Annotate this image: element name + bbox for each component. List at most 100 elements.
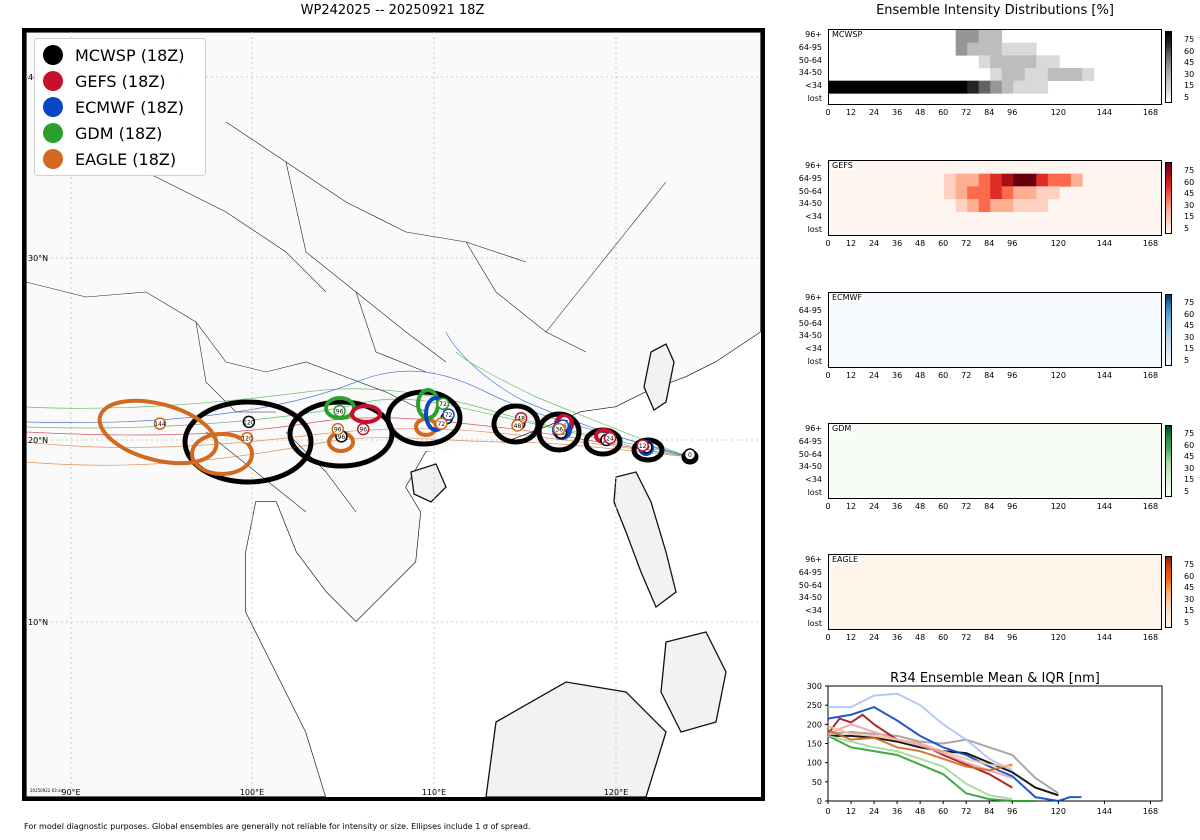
heatmap-cell bbox=[990, 186, 1002, 199]
legend-item-mcwsp: MCWSP (18Z) bbox=[43, 42, 185, 68]
heatmap-cell bbox=[1059, 68, 1071, 81]
colorbar-tick: 45 bbox=[1184, 58, 1194, 67]
r34-ytick-label: 250 bbox=[807, 701, 822, 710]
heatmap-xtick: 0 bbox=[816, 239, 840, 248]
heatmap-xtick: 144 bbox=[1092, 371, 1116, 380]
heatmap-ytick: 34-50 bbox=[782, 331, 822, 340]
r34-ytick-label: 150 bbox=[807, 740, 822, 749]
heatmap-ytick: 34-50 bbox=[782, 68, 822, 77]
colorbar-tick: 5 bbox=[1184, 356, 1189, 365]
heatmap-ytick: 96+ bbox=[782, 424, 822, 433]
legend-label: GDM (18Z) bbox=[75, 124, 162, 143]
heatmap-ytick: lost bbox=[782, 357, 822, 366]
heatmap-cell bbox=[967, 30, 979, 43]
r34-xtick-label: 48 bbox=[915, 807, 925, 816]
legend-swatch-mcwsp bbox=[43, 45, 63, 65]
heatmap-xtick: 84 bbox=[977, 108, 1001, 117]
heatmap-cell bbox=[1025, 68, 1037, 81]
heatmap-cell bbox=[990, 30, 1002, 43]
heatmap-eagle: EAGLE bbox=[828, 554, 1162, 630]
heatmap-ytick: 64-95 bbox=[782, 306, 822, 315]
heatmap-xtick: 144 bbox=[1092, 633, 1116, 642]
r34-xtick-label: 12 bbox=[846, 807, 856, 816]
heatmap-grid-ecmwf bbox=[829, 293, 1162, 368]
heatmap-cell bbox=[887, 81, 899, 94]
heatmap-xtick: 12 bbox=[839, 239, 863, 248]
track-label-eagle-96: 96 bbox=[334, 427, 342, 434]
heatmap-xtick: 120 bbox=[1046, 633, 1070, 642]
heatmap-ytick: 96+ bbox=[782, 293, 822, 302]
track-label-mcwsp-0: 0 bbox=[688, 452, 692, 459]
heatmap-cell bbox=[921, 81, 933, 94]
heatmap-cell bbox=[1002, 55, 1014, 68]
heatmap-label: MCWSP bbox=[831, 30, 863, 39]
heatmap-cell bbox=[990, 199, 1002, 212]
heatmap-xtick: 120 bbox=[1046, 239, 1070, 248]
heatmap-ytick: <34 bbox=[782, 81, 822, 90]
heatmap-cell bbox=[956, 199, 968, 212]
heatmap-xtick: 24 bbox=[862, 239, 886, 248]
r34-ytick-label: 200 bbox=[807, 720, 822, 729]
track-label-eagle-48: 48 bbox=[514, 423, 522, 430]
colorbar-tick: 60 bbox=[1184, 47, 1194, 56]
heatmap-cell bbox=[1036, 186, 1048, 199]
heatmap-xtick: 72 bbox=[954, 108, 978, 117]
r34-ytick-label: 100 bbox=[807, 759, 822, 768]
colorbar-tick: 60 bbox=[1184, 441, 1194, 450]
colorbar-tick: 45 bbox=[1184, 189, 1194, 198]
legend-swatch-eagle bbox=[43, 149, 63, 169]
heatmap-cell bbox=[956, 43, 968, 56]
colorbar-mcwsp bbox=[1165, 31, 1172, 103]
legend-label: ECMWF (18Z) bbox=[75, 98, 184, 117]
heatmap-xtick: 60 bbox=[931, 371, 955, 380]
heatmap-xtick: 36 bbox=[885, 108, 909, 117]
heatmap-cell bbox=[979, 30, 991, 43]
colorbar-tick: 15 bbox=[1184, 344, 1194, 353]
heatmap-cell bbox=[1013, 199, 1025, 212]
heatmap-xtick: 0 bbox=[816, 502, 840, 511]
heatmap-xtick: 96 bbox=[1000, 633, 1024, 642]
colorbar-tick: 75 bbox=[1184, 429, 1194, 438]
heatmap-xtick: 24 bbox=[862, 502, 886, 511]
heatmap-xtick: 48 bbox=[908, 108, 932, 117]
heatmap-ytick: 64-95 bbox=[782, 568, 822, 577]
colorbar-tick: 15 bbox=[1184, 606, 1194, 615]
heatmap-xtick: 96 bbox=[1000, 239, 1024, 248]
heatmap-xtick: 120 bbox=[1046, 371, 1070, 380]
colorbar-tick: 60 bbox=[1184, 572, 1194, 581]
colorbar-tick: 30 bbox=[1184, 464, 1194, 473]
heatmap-xtick: 168 bbox=[1138, 371, 1162, 380]
heatmap-cell bbox=[979, 199, 991, 212]
heatmap-ytick: <34 bbox=[782, 606, 822, 615]
colorbar-tick: 45 bbox=[1184, 452, 1194, 461]
heatmap-ytick: 96+ bbox=[782, 555, 822, 564]
heatmap-cell bbox=[967, 43, 979, 56]
heatmap-xtick: 24 bbox=[862, 633, 886, 642]
heatmap-ytick: 50-64 bbox=[782, 581, 822, 590]
heatmap-xtick: 36 bbox=[885, 633, 909, 642]
heatmap-xtick: 168 bbox=[1138, 239, 1162, 248]
legend-item-ecmwf: ECMWF (18Z) bbox=[43, 94, 184, 120]
heatmap-cell bbox=[829, 81, 841, 94]
heatmap-cell bbox=[1013, 68, 1025, 81]
heatmap-grid-eagle bbox=[829, 555, 1162, 630]
heatmap-background bbox=[829, 424, 1162, 499]
heatmap-xtick: 12 bbox=[839, 502, 863, 511]
heatmap-cell bbox=[1025, 174, 1037, 187]
r34-xtick-label: 60 bbox=[938, 807, 948, 816]
heatmap-cell bbox=[1036, 174, 1048, 187]
heatmap-cell bbox=[990, 55, 1002, 68]
heatmap-cell bbox=[967, 199, 979, 212]
colorbar-tick: 30 bbox=[1184, 333, 1194, 342]
heatmap-xtick: 36 bbox=[885, 371, 909, 380]
heatmap-xtick: 144 bbox=[1092, 108, 1116, 117]
colorbar-tick: 5 bbox=[1184, 93, 1189, 102]
r34-xtick-label: 84 bbox=[984, 807, 994, 816]
r34-xtick-label: 144 bbox=[1097, 807, 1112, 816]
heatmap-xtick: 84 bbox=[977, 633, 1001, 642]
heatmap-xtick: 96 bbox=[1000, 502, 1024, 511]
heatmap-cell bbox=[944, 174, 956, 187]
heatmap-cell bbox=[1082, 68, 1094, 81]
legend-item-gdm: GDM (18Z) bbox=[43, 120, 162, 146]
colorbar-ecmwf bbox=[1165, 294, 1172, 366]
